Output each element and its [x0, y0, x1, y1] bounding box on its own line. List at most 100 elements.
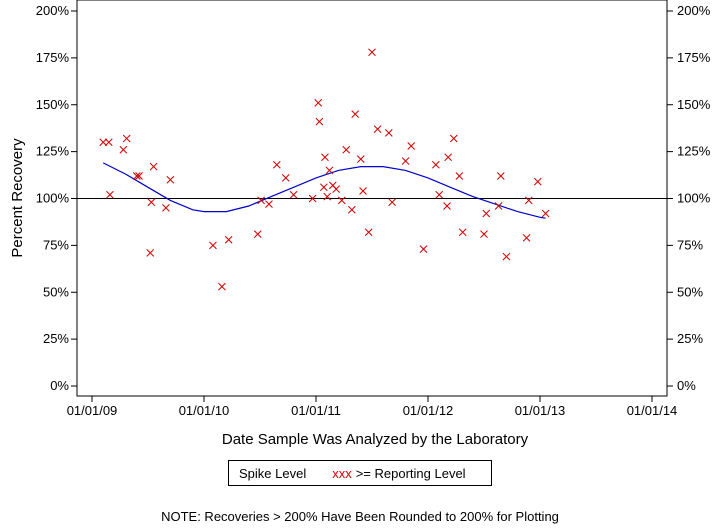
data-point-stroke — [289, 190, 298, 199]
data-point-stroke — [119, 145, 128, 154]
data-point-stroke — [257, 196, 265, 205]
data-point-stroke — [146, 249, 155, 257]
data-point-x — [166, 175, 175, 184]
data-point-stroke — [455, 172, 464, 180]
data-point-x — [265, 200, 273, 208]
data-point-x — [458, 228, 467, 237]
y-tick-label-left: 200% — [36, 3, 70, 18]
data-point-stroke — [351, 110, 360, 118]
data-point-stroke — [502, 252, 511, 261]
smooth-trend-curve — [102, 162, 546, 219]
data-point-stroke — [496, 172, 505, 180]
data-point-x — [431, 160, 440, 169]
data-point-x — [253, 230, 262, 238]
data-point-x — [104, 138, 113, 147]
data-point-stroke — [364, 228, 373, 237]
data-point-x — [308, 194, 317, 203]
x-tick-label: 01/01/13 — [515, 403, 566, 418]
data-point-x — [443, 202, 451, 210]
data-point-stroke — [319, 183, 328, 192]
data-point-stroke — [449, 134, 458, 143]
data-point-x — [351, 110, 360, 118]
y-tick-label-right: 200% — [677, 3, 711, 18]
data-point-x — [337, 196, 346, 205]
data-point-stroke — [253, 230, 262, 238]
data-point-x — [359, 187, 367, 195]
data-point-stroke — [443, 202, 451, 210]
data-point-x — [494, 202, 503, 210]
data-point-x — [364, 228, 373, 237]
data-point-x — [332, 185, 341, 193]
data-point-stroke — [315, 117, 324, 126]
footnote: NOTE: Recoveries > 200% Have Been Rounde… — [161, 509, 559, 524]
data-point-stroke — [323, 192, 332, 201]
x-tick-label: 01/01/11 — [291, 403, 341, 418]
data-point-stroke — [224, 235, 233, 244]
data-point-stroke — [407, 142, 416, 150]
data-point-x — [342, 145, 351, 154]
y-tick-label-left: 125% — [36, 144, 70, 159]
data-point-stroke — [147, 198, 156, 207]
y-tick-label-right: 75% — [677, 237, 703, 252]
data-point-stroke — [281, 174, 290, 182]
data-point-stroke — [482, 209, 491, 218]
data-point-stroke — [494, 202, 503, 210]
data-point-stroke — [524, 196, 533, 205]
data-point-x — [444, 153, 453, 162]
data-point-stroke — [265, 200, 273, 208]
data-point-stroke — [458, 228, 467, 237]
data-point-stroke — [444, 153, 453, 162]
data-point-x — [325, 166, 334, 175]
data-point-x — [480, 230, 488, 238]
data-point-x — [289, 190, 298, 199]
data-point-stroke — [132, 172, 141, 180]
data-point-stroke — [401, 157, 410, 165]
data-point-stroke — [356, 155, 365, 163]
data-point-x — [541, 209, 550, 218]
data-point-x — [321, 153, 329, 162]
data-point-x — [533, 177, 542, 186]
data-point-x — [419, 245, 428, 253]
data-point-x — [147, 198, 156, 207]
data-points — [99, 48, 550, 291]
data-point-x — [162, 204, 170, 212]
data-point-x — [106, 190, 114, 199]
data-point-x — [368, 48, 376, 57]
y-tick-label-left: 175% — [36, 50, 70, 65]
data-point-stroke — [122, 134, 131, 143]
data-point-x — [224, 235, 233, 244]
x-tick-label: 01/01/09 — [67, 403, 118, 418]
data-point-stroke — [541, 209, 550, 218]
legend-series-label: >= Reporting Level — [355, 465, 466, 481]
y-tick-label-right: 150% — [677, 97, 711, 112]
data-point-stroke — [272, 160, 281, 169]
data-point-stroke — [533, 177, 542, 186]
data-point-x — [218, 282, 226, 291]
data-point-stroke — [209, 241, 217, 250]
data-point-x — [435, 190, 444, 199]
data-point-x — [209, 241, 217, 250]
data-point-stroke — [325, 166, 334, 175]
data-point-stroke — [135, 172, 143, 180]
data-point-stroke — [368, 48, 376, 57]
data-point-x — [132, 172, 141, 180]
data-point-x — [135, 172, 143, 180]
y-axis-title: Percent Recovery — [9, 138, 26, 258]
data-point-stroke — [419, 245, 428, 253]
y-tick-label-left: 25% — [43, 331, 69, 346]
data-point-stroke — [347, 205, 356, 214]
data-point-x — [315, 117, 324, 126]
data-point-x — [522, 234, 531, 242]
data-point-stroke — [522, 234, 531, 242]
data-point-stroke — [308, 194, 317, 203]
data-point-x — [149, 162, 158, 171]
data-point-x — [146, 249, 155, 257]
legend: Spike Level xxx >= Reporting Level — [228, 460, 492, 486]
data-point-stroke — [435, 190, 444, 199]
data-point-stroke — [359, 187, 367, 195]
data-point-stroke — [480, 230, 488, 238]
data-point-x — [373, 125, 382, 133]
y-tick-label-right: 0% — [677, 378, 696, 393]
data-point-x — [502, 252, 511, 261]
